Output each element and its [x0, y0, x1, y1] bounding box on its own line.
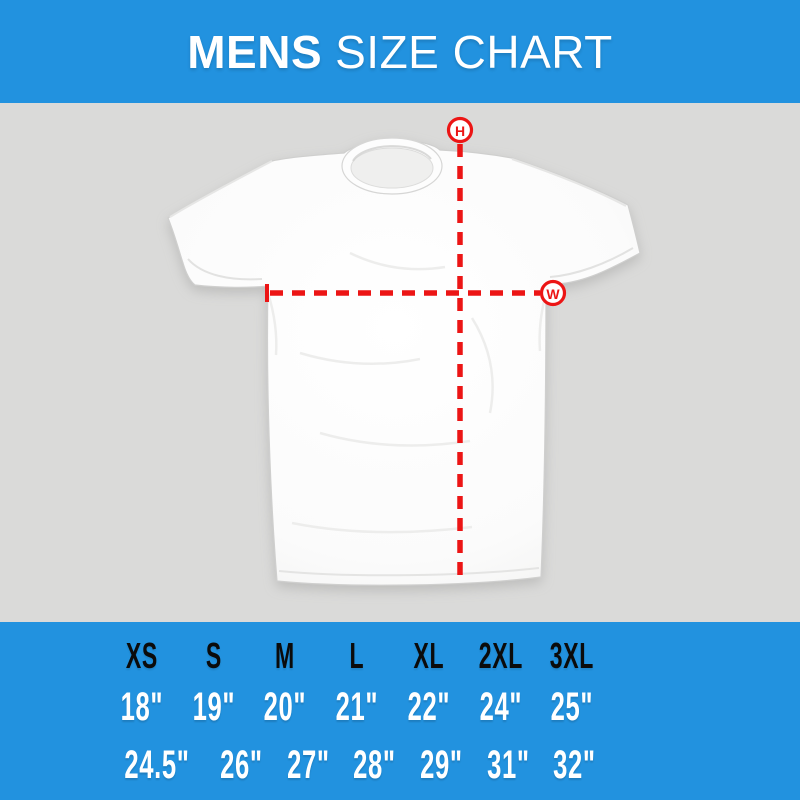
- height-value: 32": [553, 743, 596, 787]
- height-value: 31": [486, 743, 530, 787]
- width-marker-label: W: [546, 286, 560, 302]
- size-label: XL: [413, 635, 445, 676]
- size-table: XS S M L XL 2XL 3XL 18" 19" 20" 21" 22" …: [0, 622, 800, 800]
- width-value: 24": [479, 685, 522, 729]
- width-values-row: 18" 19" 20" 21" 22" 24" 25": [106, 685, 608, 729]
- tshirt-illustration: H W: [167, 116, 641, 586]
- height-values-row: 24.5" 26" 27" 28" 29" 31" 32": [106, 743, 608, 787]
- title-light-part: SIZE CHART: [335, 25, 613, 78]
- width-value: 21": [335, 685, 379, 729]
- tshirt-shape: [167, 137, 641, 586]
- tshirt-stage: H W: [0, 103, 800, 622]
- height-value: 26": [219, 743, 263, 787]
- width-value: 22": [407, 685, 450, 729]
- width-marker: W: [539, 279, 567, 307]
- width-value: 18": [120, 685, 164, 729]
- width-value: 19": [192, 685, 235, 729]
- size-label: 2XL: [478, 635, 523, 676]
- title-bold-part: MENS: [187, 25, 323, 78]
- page-title: MENS SIZE CHART: [187, 29, 613, 75]
- size-label: L: [349, 635, 365, 676]
- size-label: M: [275, 635, 296, 676]
- size-label: S: [205, 635, 222, 676]
- height-value: 29": [419, 743, 463, 787]
- height-value: 27": [286, 743, 330, 787]
- height-value: 28": [353, 743, 396, 787]
- width-value: 20": [264, 685, 307, 729]
- measurement-guides: H W: [265, 116, 567, 584]
- width-value: 25": [550, 685, 594, 729]
- height-marker: H: [446, 116, 474, 144]
- height-marker-label: H: [455, 123, 465, 139]
- header-banner: MENS SIZE CHART: [0, 0, 800, 103]
- height-value: 24.5": [124, 743, 190, 787]
- size-label: XS: [125, 635, 158, 676]
- size-labels-row: XS S M L XL 2XL 3XL: [106, 635, 608, 676]
- size-label: 3XL: [550, 635, 595, 676]
